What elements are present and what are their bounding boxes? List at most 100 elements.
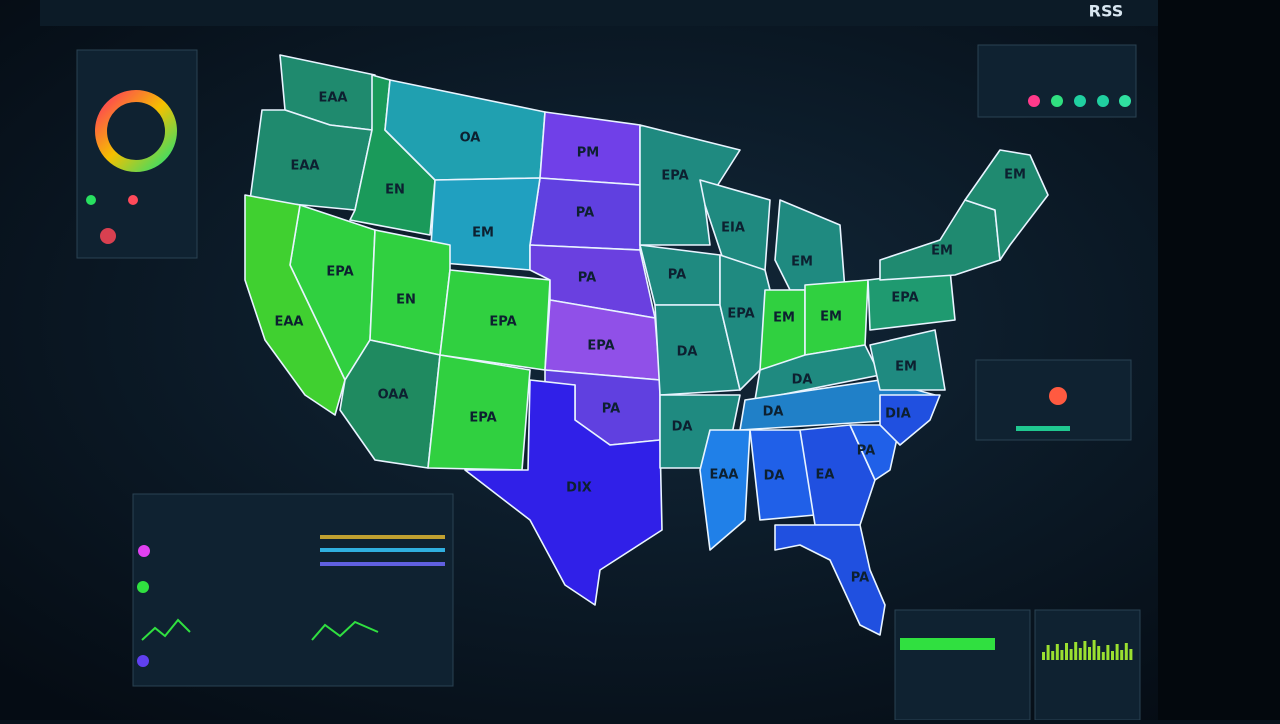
mini-bar bbox=[1065, 643, 1068, 660]
state-label: EAA bbox=[290, 159, 319, 174]
state-label: EPA bbox=[489, 315, 516, 330]
mini-bar bbox=[1111, 651, 1114, 660]
state-label: DA bbox=[764, 469, 785, 484]
state-label: EPA bbox=[727, 307, 754, 322]
state-label: PA bbox=[576, 206, 594, 221]
mini-bar bbox=[1060, 650, 1064, 660]
dot bbox=[1028, 95, 1040, 107]
state-label: PA bbox=[668, 268, 686, 283]
state bbox=[869, 329, 946, 391]
mini-bar bbox=[1074, 642, 1078, 660]
state bbox=[799, 424, 876, 526]
donut-panel bbox=[76, 49, 198, 259]
sparkline bbox=[311, 620, 379, 641]
state-label: EM bbox=[895, 360, 917, 375]
bar bbox=[900, 638, 995, 650]
state-label: DIX bbox=[566, 481, 592, 496]
state-label: EPA bbox=[891, 291, 918, 306]
state-label: DA bbox=[763, 405, 784, 420]
state-label: EAA bbox=[709, 468, 738, 483]
state-label: PA bbox=[857, 444, 875, 459]
mini-bar bbox=[1106, 645, 1110, 660]
detail-panel bbox=[132, 493, 454, 687]
dot bbox=[100, 228, 116, 244]
mini-bar bbox=[1083, 641, 1087, 660]
state-label: DA bbox=[677, 345, 698, 360]
strip bbox=[320, 562, 445, 566]
bars-panel bbox=[894, 609, 1141, 721]
panel bbox=[132, 493, 454, 687]
mini-bar bbox=[1051, 651, 1055, 660]
state-label: PA bbox=[851, 571, 869, 586]
mini-bar bbox=[1097, 646, 1101, 660]
state-label: PA bbox=[578, 271, 596, 286]
state-label: OAA bbox=[378, 388, 409, 403]
state-label: EPA bbox=[661, 169, 688, 184]
mini-bar bbox=[1055, 644, 1059, 660]
mini-bar bbox=[1120, 650, 1124, 660]
state-label: EAA bbox=[318, 91, 347, 106]
mini-bar bbox=[1088, 647, 1091, 660]
state-label: PA bbox=[602, 402, 620, 417]
dot bbox=[1097, 95, 1109, 107]
state-labels: EAA EAA EN OA PM PA EM EPA EN EPA EAA PA EPA OAA EPA PA… bbox=[274, 91, 1025, 586]
panel bbox=[894, 609, 1031, 721]
mini-bars bbox=[1042, 640, 1133, 660]
state-label: EM bbox=[472, 226, 494, 241]
state-label: EM bbox=[931, 244, 953, 259]
dot bbox=[138, 545, 150, 557]
mini-bar bbox=[1046, 645, 1050, 660]
state bbox=[699, 429, 751, 551]
state bbox=[244, 194, 346, 416]
state-label: EAA bbox=[274, 315, 303, 330]
mini-bar bbox=[1042, 652, 1045, 660]
state-label: EPA bbox=[587, 339, 614, 354]
state-label: PM bbox=[577, 146, 599, 161]
strip bbox=[320, 548, 445, 552]
state-label: EM bbox=[1004, 168, 1026, 183]
state-label: EPA bbox=[326, 265, 353, 280]
state-label: EA bbox=[816, 468, 835, 483]
dot bbox=[137, 655, 149, 667]
us-map bbox=[244, 54, 1049, 636]
header-badge: RSS bbox=[1089, 2, 1124, 21]
dot bbox=[128, 195, 138, 205]
dot bbox=[137, 581, 149, 593]
state-label: EM bbox=[820, 310, 842, 325]
mini-bar bbox=[1101, 652, 1105, 660]
top-bar bbox=[40, 0, 1160, 26]
status-panel bbox=[977, 44, 1137, 118]
state bbox=[754, 344, 881, 401]
state-label: OA bbox=[460, 131, 481, 146]
state-label: DA bbox=[672, 420, 693, 435]
strip bbox=[320, 535, 445, 539]
dot bbox=[1074, 95, 1086, 107]
state-label: EM bbox=[773, 311, 795, 326]
state bbox=[964, 149, 1049, 261]
state-label: DIA bbox=[885, 407, 911, 422]
dot bbox=[1049, 387, 1067, 405]
state-label: EIA bbox=[721, 221, 745, 236]
dot bbox=[86, 195, 96, 205]
state bbox=[879, 394, 941, 446]
mini-bar bbox=[1078, 648, 1082, 660]
state bbox=[639, 124, 741, 246]
dot bbox=[1051, 95, 1063, 107]
panel bbox=[1034, 609, 1141, 721]
state-label: EN bbox=[396, 293, 416, 308]
panel bbox=[76, 49, 198, 259]
progress bbox=[1016, 426, 1070, 431]
state-label: DA bbox=[792, 373, 813, 388]
state bbox=[774, 524, 886, 636]
mini-bar bbox=[1115, 644, 1119, 660]
state-label: EM bbox=[791, 255, 813, 270]
state-label: EN bbox=[385, 183, 405, 198]
mini-bar bbox=[1124, 643, 1128, 660]
sparkline bbox=[141, 618, 191, 641]
mini-bar bbox=[1092, 640, 1096, 660]
state bbox=[464, 379, 663, 606]
screen-edge bbox=[1158, 0, 1280, 720]
mini-bar bbox=[1069, 649, 1073, 660]
